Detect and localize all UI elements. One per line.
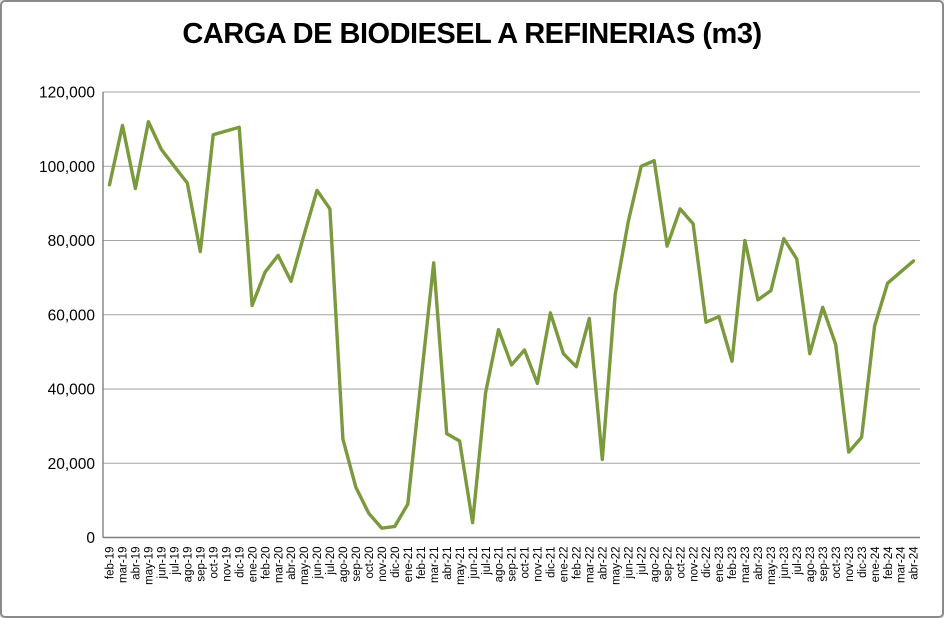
x-axis-label: nov-21 <box>533 547 545 582</box>
x-axis-label: jul-19 <box>170 547 182 576</box>
x-axis-label: ago-20 <box>338 547 350 583</box>
x-axis-label: abr-24 <box>909 546 921 580</box>
x-axis-label: may-23 <box>766 547 778 585</box>
x-axis-label: nov-20 <box>377 547 389 582</box>
x-axis-label: ago-23 <box>805 547 817 583</box>
x-axis-label: mar-20 <box>273 547 285 583</box>
x-axis-label: oct-20 <box>364 547 376 579</box>
x-axis-label: jul-22 <box>636 547 648 576</box>
x-axis-label: jun-19 <box>157 547 169 580</box>
x-axis-label: dic-22 <box>701 547 713 578</box>
x-axis-label: jul-20 <box>325 547 337 576</box>
x-axis-label: mar-23 <box>740 547 752 583</box>
x-axis-label: sep-23 <box>818 547 830 582</box>
x-axis-label: dic-23 <box>857 547 869 578</box>
x-axis-label: ago-19 <box>182 547 194 583</box>
x-axis-label: dic-20 <box>390 547 402 578</box>
x-axis-label: mar-24 <box>896 546 908 583</box>
x-axis-label: oct-21 <box>520 547 532 579</box>
x-axis-label: abr-19 <box>131 547 143 580</box>
x-axis-label: mar-19 <box>118 547 130 583</box>
x-axis-label: ene-21 <box>403 547 415 583</box>
x-axis-label: feb-20 <box>260 547 272 580</box>
x-axis-label: sep-19 <box>195 547 207 582</box>
y-axis-label: 100,000 <box>39 159 95 176</box>
x-axis-label: feb-21 <box>416 547 428 580</box>
x-axis-label: ago-22 <box>649 547 661 583</box>
y-axis-label: 40,000 <box>48 382 96 399</box>
x-axis-label: feb-24 <box>883 546 895 579</box>
x-axis-label: jun-20 <box>312 547 324 580</box>
x-axis-label: may-22 <box>610 547 622 585</box>
x-axis-label: may-21 <box>455 547 467 585</box>
x-axis-label: abr-22 <box>597 547 609 580</box>
x-axis-label: abr-20 <box>286 547 298 580</box>
x-axis-label: sep-20 <box>351 547 363 582</box>
x-axis-label: feb-23 <box>727 547 739 580</box>
x-axis-label: jun-21 <box>468 547 480 580</box>
x-axis-label: ene-23 <box>714 547 726 583</box>
data-series-line <box>107 119 916 530</box>
x-axis-label: sep-21 <box>507 547 519 582</box>
x-axis-label: feb-22 <box>572 547 584 580</box>
x-axis-label: mar-22 <box>585 547 597 583</box>
x-axis-label: oct-23 <box>831 547 843 579</box>
x-axis-label: abr-23 <box>753 547 765 580</box>
x-axis-label: feb-19 <box>105 547 117 580</box>
chart-title: CARGA DE BIODIESEL A REFINERIAS (m3) <box>182 18 762 50</box>
x-axis-label: ene-24 <box>870 546 882 582</box>
x-axis-label: jun-22 <box>623 547 635 580</box>
x-axis-label: may-20 <box>299 547 311 585</box>
y-axis-label: 0 <box>86 530 95 547</box>
x-axis-label: abr-21 <box>442 547 454 580</box>
x-axis-label: oct-19 <box>208 547 220 579</box>
x-axis-label: ene-20 <box>247 547 259 583</box>
x-axis-label: oct-22 <box>675 547 687 579</box>
x-axis-label: dic-21 <box>546 547 558 578</box>
x-axis-label: ago-21 <box>494 547 506 583</box>
x-axis-label: nov-22 <box>688 547 700 582</box>
x-axis-label: dic-19 <box>234 547 246 578</box>
x-axis-label: nov-19 <box>221 547 233 582</box>
x-axis-label: jul-21 <box>481 547 493 576</box>
x-axis-label: jun-23 <box>779 547 791 580</box>
x-axis-label: jul-23 <box>792 547 804 576</box>
y-axis-label: 20,000 <box>48 456 96 473</box>
y-axis-label: 80,000 <box>48 233 96 250</box>
x-axis-label: sep-22 <box>662 547 674 582</box>
y-axis-label: 120,000 <box>39 85 95 102</box>
x-axis-label: nov-23 <box>844 547 856 582</box>
y-axis-label: 60,000 <box>48 307 96 324</box>
x-axis-label: may-19 <box>144 547 156 585</box>
x-axis-label: mar-21 <box>429 547 441 583</box>
x-axis-label: ene-22 <box>559 547 571 583</box>
